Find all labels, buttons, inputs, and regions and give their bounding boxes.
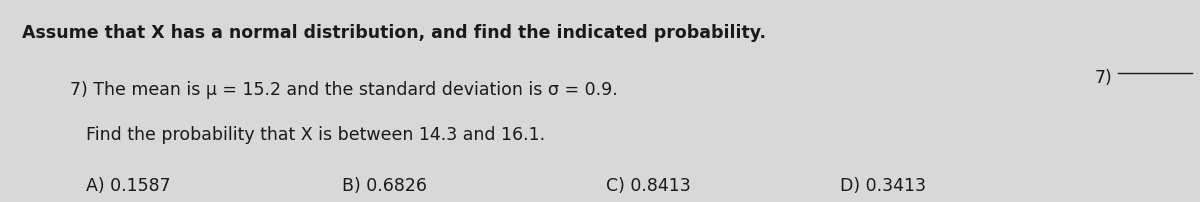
Text: 7) The mean is μ = 15.2 and the standard deviation is σ = 0.9.: 7) The mean is μ = 15.2 and the standard…: [70, 81, 617, 99]
Text: B) 0.6826: B) 0.6826: [342, 176, 427, 194]
Text: D) 0.3413: D) 0.3413: [840, 176, 926, 194]
Text: Find the probability that X is between 14.3 and 16.1.: Find the probability that X is between 1…: [86, 125, 546, 143]
Text: A) 0.1587: A) 0.1587: [86, 176, 172, 194]
Text: Assume that X has a normal distribution, and find the indicated probability.: Assume that X has a normal distribution,…: [22, 24, 766, 42]
Text: 7): 7): [1094, 69, 1112, 87]
Text: C) 0.8413: C) 0.8413: [606, 176, 691, 194]
